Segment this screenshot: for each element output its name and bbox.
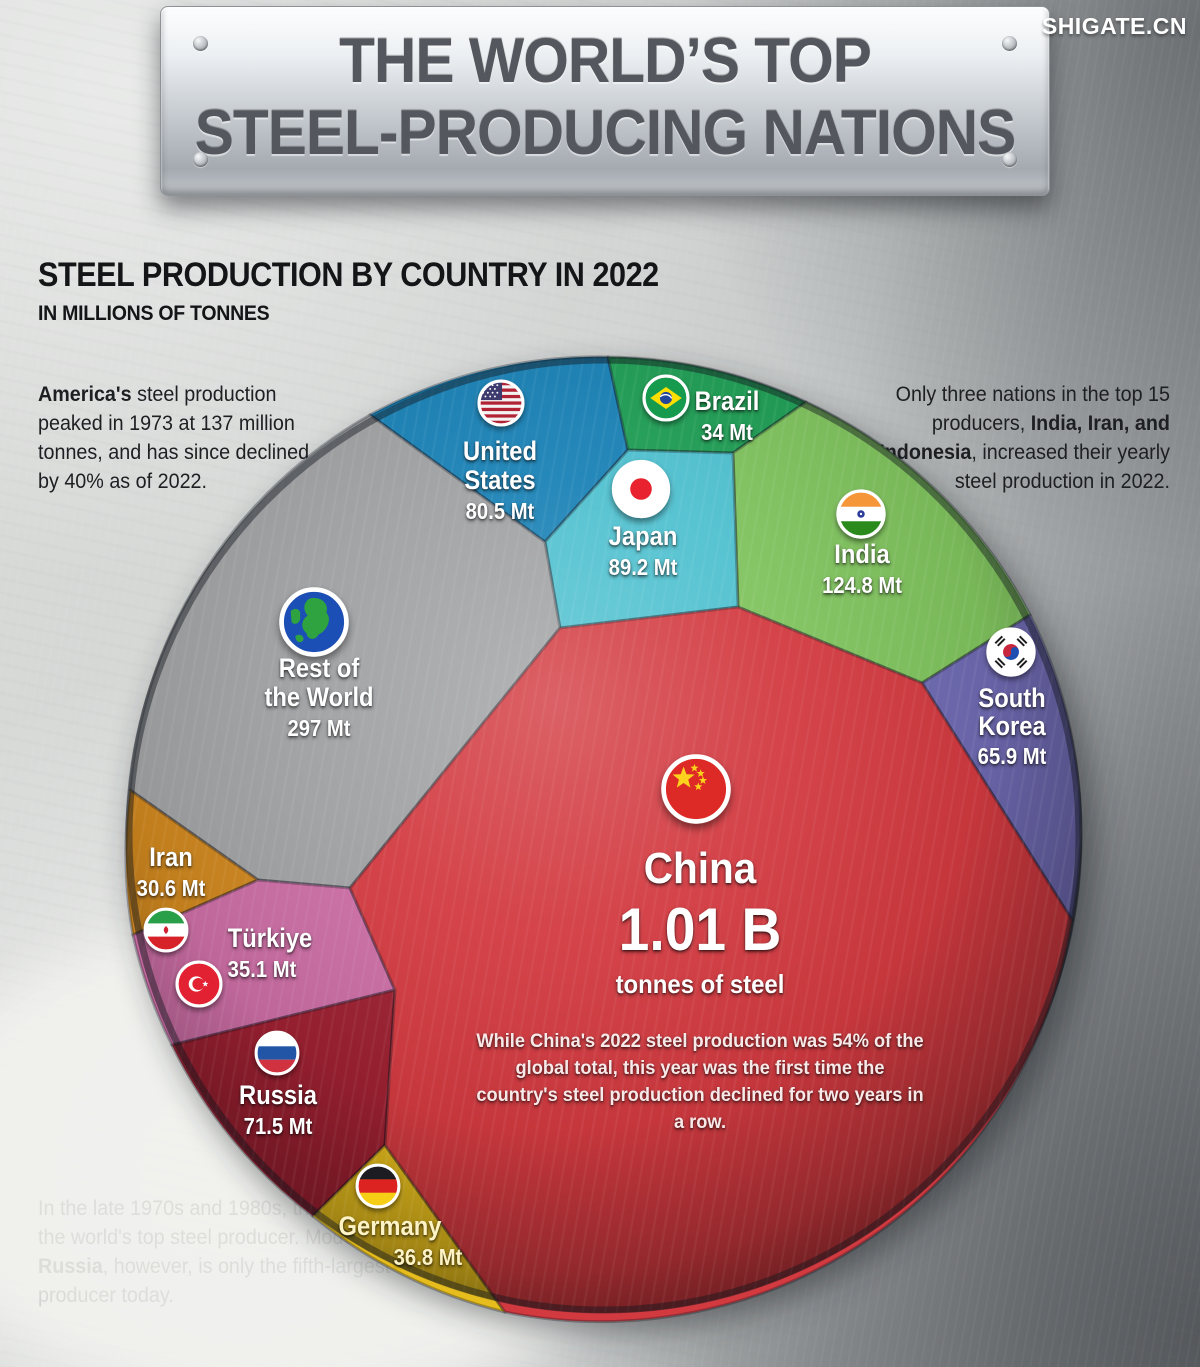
country-value: 124.8 Mt	[822, 572, 902, 598]
country-name: China	[643, 844, 757, 893]
cell-label-germany: Germany 36.8 Mt	[331, 1211, 462, 1271]
country-value: 89.2 Mt	[608, 554, 678, 580]
us-flag-icon	[477, 379, 525, 427]
chart-title: STEEL PRODUCTION BY COUNTRY IN 2022	[38, 256, 659, 294]
iran-flag-icon	[143, 907, 189, 953]
china-flag-icon	[661, 754, 731, 824]
cell-label-china: China 1.01 B tonnes of steel While China…	[450, 845, 950, 1136]
india-flag-icon	[836, 489, 886, 539]
note-america-text: steel production peaked in 1973 at 137 m…	[38, 383, 310, 493]
russia-flag-icon	[254, 1030, 300, 1076]
country-name: South Korea	[978, 683, 1046, 741]
cell-label-iran: Iran 30.6 Mt	[132, 842, 210, 902]
country-name: Rest of the World	[264, 653, 374, 712]
cell-label-south-korea: South Korea 65.9 Mt	[973, 684, 1051, 769]
brazil-flag-icon	[642, 374, 690, 422]
brushed-metal-overlay	[126, 357, 1082, 1313]
cell-label-india: India 124.8 Mt	[817, 539, 908, 599]
note-top15-text1: Only three nations in the top 15 produce…	[895, 383, 1170, 435]
country-value: 1.01 B	[618, 896, 782, 963]
note-top15-text2: , increased their yearly steel productio…	[954, 441, 1170, 493]
screw-icon	[193, 36, 208, 51]
country-value: 34 Mt	[701, 419, 753, 445]
china-note: While China's 2022 steel production was …	[476, 1031, 924, 1133]
title-line-2: STEEL-PRODUCING NATIONS	[194, 98, 1017, 168]
country-value: 35.1 Mt	[227, 956, 297, 982]
south-korea-flag-icon	[986, 627, 1036, 677]
country-value: 65.9 Mt	[977, 743, 1047, 769]
germany-flag-icon	[355, 1163, 401, 1209]
screw-icon	[1002, 152, 1017, 167]
cell-label-brazil: Brazil 34 Mt	[690, 386, 764, 446]
cell-label-russia: Russia 71.5 Mt	[234, 1080, 323, 1140]
note-top15: Only three nations in the top 15 produce…	[860, 380, 1170, 496]
cell-label-japan: Japan 89.2 Mt	[604, 521, 682, 581]
country-value: 30.6 Mt	[136, 875, 206, 901]
country-value: 80.5 Mt	[465, 498, 535, 524]
title-line-1: THE WORLD’S TOP	[339, 26, 872, 96]
watermark: SHIGATE.CN	[1041, 13, 1187, 39]
country-name: Türkiye	[227, 923, 313, 953]
turkiye-flag-icon	[175, 960, 223, 1008]
japan-flag-icon	[611, 459, 671, 519]
screw-icon	[193, 152, 208, 167]
country-value: 297 Mt	[287, 715, 351, 741]
title-plate: THE WORLD’S TOP STEEL-PRODUCING NATIONS	[160, 6, 1050, 196]
country-name: Germany	[338, 1211, 442, 1241]
section-heading: STEEL PRODUCTION BY COUNTRY IN 2022 IN M…	[38, 256, 728, 326]
country-name: Japan	[608, 521, 678, 551]
country-value: 36.8 Mt	[393, 1244, 463, 1270]
country-name: Iran	[149, 842, 193, 872]
globe-icon	[279, 587, 349, 657]
country-value: 71.5 Mt	[243, 1113, 313, 1139]
country-name: United States	[463, 436, 537, 495]
cell-label-united-states: United States 80.5 Mt	[458, 436, 542, 525]
rim-ring	[125, 356, 1083, 1314]
screw-icon	[1002, 36, 1017, 51]
cell-label-rest-of-world: Rest of the World 297 Mt	[257, 653, 381, 742]
note-top15-bold: India, Iran, and Indonesia	[879, 412, 1170, 464]
cell-label-turkiye: Türkiye 35.1 Mt	[222, 923, 318, 983]
country-name: Brazil	[694, 386, 760, 416]
note-america-bold: America's	[38, 383, 132, 406]
country-name: India	[834, 539, 890, 569]
flag-icons	[143, 374, 1036, 1209]
chart-subtitle: IN MILLIONS OF TONNES	[38, 302, 270, 325]
country-name: Russia	[239, 1080, 317, 1110]
note-america: America's steel production peaked in 197…	[38, 380, 312, 496]
country-value-unit: tonnes of steel	[615, 969, 785, 999]
